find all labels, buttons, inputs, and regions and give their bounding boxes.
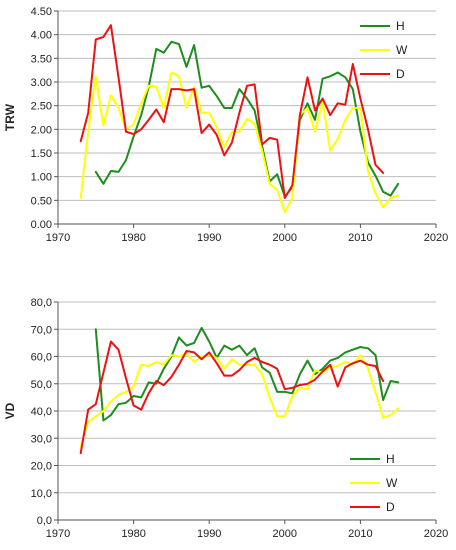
legend-label-w: W bbox=[396, 43, 408, 57]
legend-label-h: H bbox=[386, 452, 395, 466]
x-tick-label: 1970 bbox=[46, 528, 70, 540]
y-axis-label: VD bbox=[3, 402, 17, 419]
y-tick-label: 2.00 bbox=[31, 124, 52, 136]
x-tick-label: 1970 bbox=[46, 232, 70, 244]
series-line-h bbox=[94, 40, 400, 198]
legend-label-w: W bbox=[386, 476, 398, 490]
vd-chart: 0,0 10,0 20,0 30,0 40,0 50,0 60,0 70,0 80,0 1970 1… bbox=[3, 297, 448, 540]
x-tick-label: 2020 bbox=[424, 232, 448, 244]
x-tick-label: 2000 bbox=[273, 232, 297, 244]
y-tick-label: 2.50 bbox=[31, 101, 52, 113]
y-tick-label: 40,0 bbox=[31, 406, 52, 418]
legend-label-d: D bbox=[386, 500, 395, 514]
x-tick-label: 2000 bbox=[273, 528, 297, 540]
x-tick-label: 1980 bbox=[121, 528, 145, 540]
trw-chart: 0.00 0.50 1.00 1.50 2.00 2.50 3.00 3.50 4.00 4.50… bbox=[3, 6, 448, 244]
legend-label-h: H bbox=[396, 19, 405, 33]
y-tick-label: 30,0 bbox=[31, 433, 52, 445]
y-tick-label: 70,0 bbox=[31, 324, 52, 336]
y-tick-label: 0,0 bbox=[37, 515, 52, 527]
x-tick-label: 1980 bbox=[121, 232, 145, 244]
y-tick-label: 1.50 bbox=[31, 148, 52, 160]
x-tick-label: 2010 bbox=[348, 528, 372, 540]
series-line-d bbox=[79, 340, 385, 455]
series-line-w bbox=[79, 71, 400, 214]
series-line-h bbox=[94, 326, 400, 422]
y-tick-label: 1.00 bbox=[31, 172, 52, 184]
y-tick-label: 3.50 bbox=[31, 53, 52, 65]
y-tick-label: 50,0 bbox=[31, 379, 52, 391]
y-tick-label: 10,0 bbox=[31, 488, 52, 500]
x-tick-label: 2020 bbox=[424, 528, 448, 540]
y-tick-label: 80,0 bbox=[31, 297, 52, 309]
series-line-d bbox=[79, 24, 385, 199]
y-tick-label: 0.50 bbox=[31, 195, 52, 207]
legend-label-d: D bbox=[396, 67, 405, 81]
series-line-w bbox=[79, 352, 400, 448]
y-tick-label: 4.50 bbox=[31, 6, 52, 18]
y-tick-label: 0.00 bbox=[31, 219, 52, 231]
x-tick-label: 1990 bbox=[197, 232, 221, 244]
y-tick-label: 4.00 bbox=[31, 30, 52, 42]
y-tick-label: 60,0 bbox=[31, 352, 52, 364]
y-tick-label: 3.00 bbox=[31, 77, 52, 89]
x-tick-label: 1990 bbox=[197, 528, 221, 540]
y-tick-label: 20,0 bbox=[31, 461, 52, 473]
x-tick-label: 2010 bbox=[348, 232, 372, 244]
y-axis-label: TRW bbox=[3, 103, 17, 131]
